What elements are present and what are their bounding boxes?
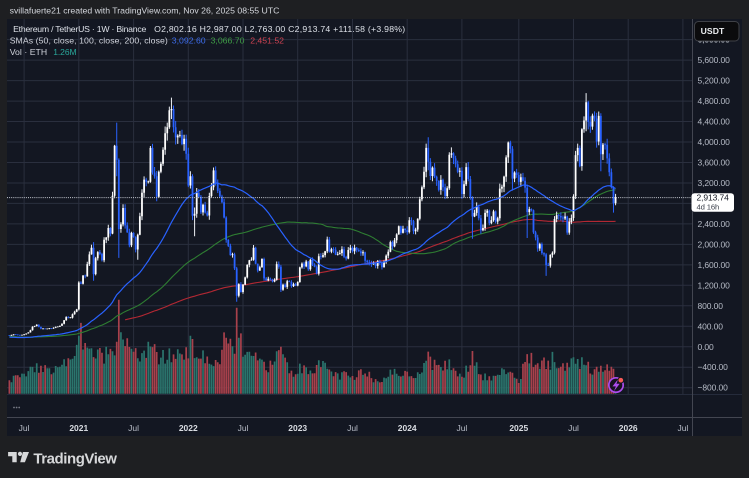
svg-text:3,066.70: 3,066.70 xyxy=(211,36,245,46)
svg-text:USDT: USDT xyxy=(701,26,725,36)
svg-text:4d 16h: 4d 16h xyxy=(697,202,720,211)
svg-text:−800.00: −800.00 xyxy=(698,383,729,393)
svg-text:3,600.00: 3,600.00 xyxy=(698,158,731,168)
svg-text:2,400.00: 2,400.00 xyxy=(698,219,731,229)
svg-text:Jul: Jul xyxy=(347,423,358,433)
svg-text:2,913.74: 2,913.74 xyxy=(697,193,730,203)
svg-text:4,000.00: 4,000.00 xyxy=(698,137,731,147)
svg-text:2024: 2024 xyxy=(398,423,417,433)
svg-text:Jul: Jul xyxy=(568,423,579,433)
svg-text:2,451.52: 2,451.52 xyxy=(250,36,284,46)
svg-text:3,200.00: 3,200.00 xyxy=(698,178,731,188)
svg-text:0.00: 0.00 xyxy=(698,342,715,352)
svg-text:4,400.00: 4,400.00 xyxy=(698,117,731,127)
svg-text:1.26M: 1.26M xyxy=(53,47,76,57)
svg-text:2022: 2022 xyxy=(179,423,198,433)
svg-text:Jul: Jul xyxy=(238,423,249,433)
svg-text:4,800.00: 4,800.00 xyxy=(698,96,731,106)
svg-text:3,092.60: 3,092.60 xyxy=(172,36,206,46)
svg-text:5,600.00: 5,600.00 xyxy=(698,55,731,65)
svg-text:Ethereum / TetherUS · 1W · Bin: Ethereum / TetherUS · 1W · Binance xyxy=(13,24,146,34)
svg-text:svillafuerte21 created with Tr: svillafuerte21 created with TradingView.… xyxy=(10,6,280,16)
svg-text:Jul: Jul xyxy=(19,423,30,433)
svg-text:2021: 2021 xyxy=(69,423,88,433)
svg-text:2026: 2026 xyxy=(619,423,638,433)
svg-text:O2,802.16 H2,987.00 L2,763.00: O2,802.16 H2,987.00 L2,763.00 C2,913.74 … xyxy=(154,24,405,34)
svg-text:TradingView: TradingView xyxy=(33,450,117,467)
svg-text:−400.00: −400.00 xyxy=(698,362,729,372)
svg-text:400.00: 400.00 xyxy=(698,321,724,331)
svg-text:800.00: 800.00 xyxy=(698,301,724,311)
svg-text:Vol · ETH: Vol · ETH xyxy=(10,47,48,57)
svg-text:1,600.00: 1,600.00 xyxy=(698,260,731,270)
svg-text:2,000.00: 2,000.00 xyxy=(698,239,731,249)
svg-text:Jul: Jul xyxy=(128,423,139,433)
svg-text:1,200.00: 1,200.00 xyxy=(698,280,731,290)
svg-text:2025: 2025 xyxy=(509,423,528,433)
svg-text:SMAs (50, close, 100, close, 2: SMAs (50, close, 100, close, 200, close) xyxy=(10,36,168,46)
svg-text:5,200.00: 5,200.00 xyxy=(698,76,731,86)
svg-text:Jul: Jul xyxy=(456,423,467,433)
svg-text:Jul: Jul xyxy=(677,423,688,433)
svg-text:2023: 2023 xyxy=(288,423,307,433)
